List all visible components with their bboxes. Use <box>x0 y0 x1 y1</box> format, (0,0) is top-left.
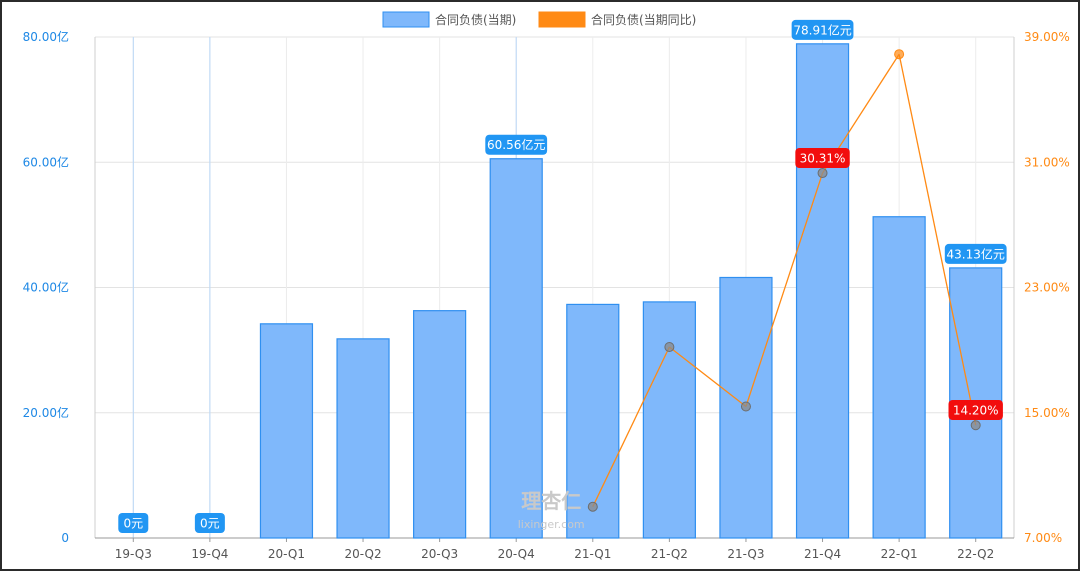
data-label: 78.91亿元 <box>793 22 851 37</box>
x-tick-label: 20-Q4 <box>498 547 535 561</box>
bar <box>489 158 543 539</box>
line-point <box>740 401 751 412</box>
bar <box>259 323 314 539</box>
x-tick-label: 21-Q2 <box>651 547 688 561</box>
x-tick-label: 22-Q2 <box>957 547 994 561</box>
y-right-tick-label: 31.00% <box>1024 155 1070 169</box>
data-label: 30.31% <box>800 152 846 166</box>
data-label-box <box>948 400 1003 420</box>
watermark-text: 理杏仁 <box>521 489 581 513</box>
data-label-box <box>795 148 850 168</box>
data-label-box <box>791 19 854 40</box>
legend-swatch-bars <box>382 11 430 28</box>
y-right-tick-label: 7.00% <box>1024 531 1062 545</box>
watermark-subtext: lixinger.com <box>518 518 585 531</box>
legend-label-bars: 合同负债(当期) <box>435 12 516 27</box>
y-left-tick-label: 80.00亿 <box>23 29 69 44</box>
line-point <box>587 501 598 512</box>
bar <box>795 43 850 539</box>
data-label-box <box>485 134 548 155</box>
line-point <box>970 420 981 431</box>
data-label: 60.56亿元 <box>487 137 545 152</box>
y-left-tick-label: 60.00亿 <box>23 154 69 169</box>
x-tick-label: 22-Q1 <box>881 547 918 561</box>
bar <box>642 301 696 539</box>
bar <box>336 338 390 539</box>
data-label: 0元 <box>123 517 143 531</box>
series-line-segment <box>592 346 670 507</box>
data-label: 14.20% <box>953 404 999 418</box>
line-point <box>664 341 675 352</box>
y-right-tick-label: 15.00% <box>1024 406 1070 420</box>
x-tick-label: 20-Q3 <box>421 547 458 561</box>
line-point <box>817 168 828 179</box>
data-label-box <box>194 513 225 533</box>
x-tick-label: 21-Q1 <box>574 547 611 561</box>
y-left-tick-label: 0 <box>61 531 69 545</box>
series-line-segment <box>898 54 977 426</box>
legend-label-line: 合同负债(当期同比) <box>591 12 696 27</box>
x-tick-label: 20-Q2 <box>344 547 381 561</box>
x-tick-label: 21-Q4 <box>804 547 841 561</box>
data-label-box <box>944 243 1007 264</box>
legend-swatch-line <box>538 11 586 28</box>
y-left-tick-label: 40.00亿 <box>23 280 69 295</box>
bar <box>566 303 620 539</box>
x-tick-label: 20-Q1 <box>268 547 305 561</box>
series-line-segment <box>745 172 824 407</box>
bar <box>872 216 926 539</box>
x-tick-label: 19-Q3 <box>115 547 152 561</box>
series-line-segment <box>668 346 747 408</box>
y-right-tick-label: 23.00% <box>1024 281 1070 295</box>
y-left-tick-label: 20.00亿 <box>23 405 69 420</box>
data-label: 43.13亿元 <box>947 246 1005 261</box>
y-right-tick-label: 39.00% <box>1024 30 1070 44</box>
data-label-box <box>118 513 149 533</box>
data-label: 0元 <box>200 517 220 531</box>
line-point <box>894 49 905 60</box>
bar <box>413 310 467 539</box>
x-tick-label: 21-Q3 <box>727 547 764 561</box>
x-tick-label: 19-Q4 <box>191 547 228 561</box>
